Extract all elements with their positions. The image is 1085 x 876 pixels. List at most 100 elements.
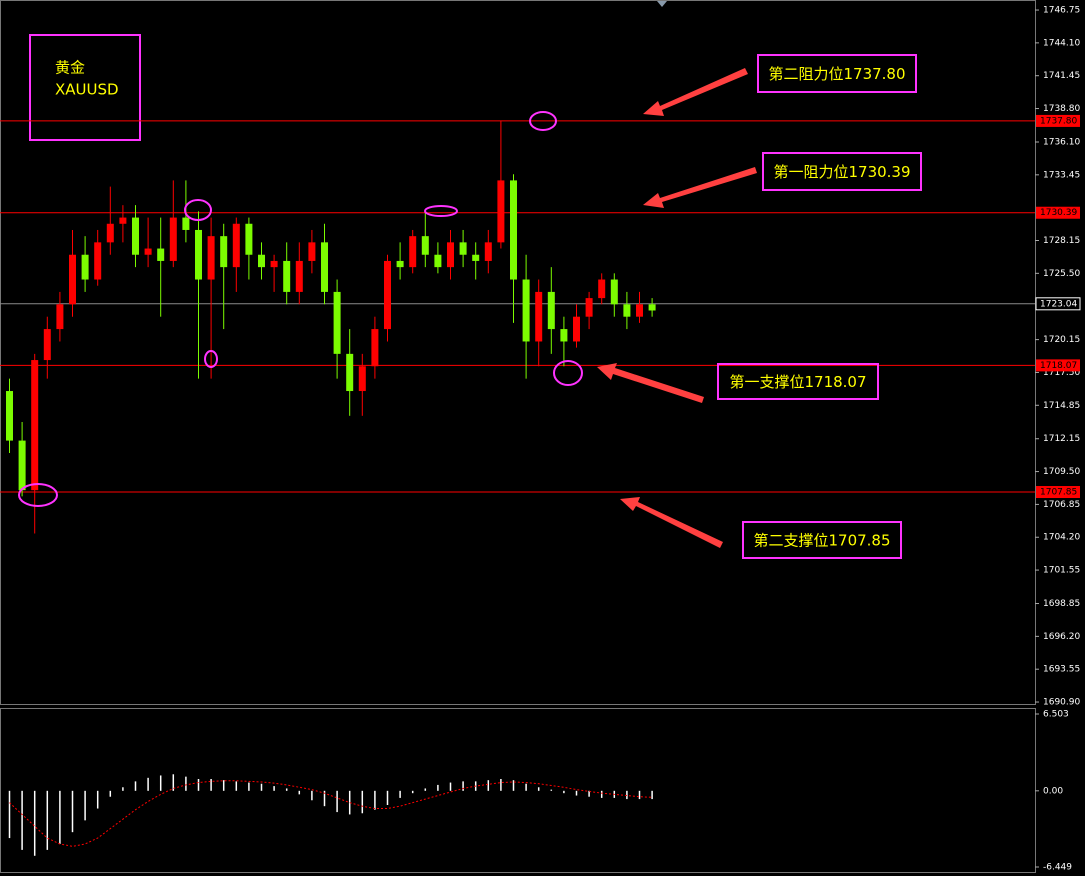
y-tick-label: 1746.75: [1043, 6, 1080, 16]
arrow: [620, 497, 723, 548]
y-tick-label: 1712.15: [1043, 434, 1080, 444]
candle-body: [18, 440, 26, 491]
level-label: 1737.80: [1040, 116, 1077, 126]
candle-body: [6, 391, 13, 441]
symbol-box: [29, 34, 141, 141]
candle-body: [547, 291, 555, 330]
y-tick-label: -6.449: [1043, 863, 1072, 873]
highlight: [18, 483, 58, 507]
candle-body: [497, 180, 505, 243]
current-price-label: 1723.04: [1040, 299, 1077, 309]
candle-body: [421, 236, 429, 255]
candle-body: [258, 254, 265, 268]
annotation: 第二阻力位1737.80: [768, 65, 905, 83]
candle-body: [409, 236, 417, 268]
candle-body: [535, 291, 543, 342]
candle-body: [396, 260, 404, 268]
candle-body: [31, 360, 39, 491]
candle-body: [119, 217, 127, 224]
annotation: 第二支撑位1707.85: [753, 532, 890, 550]
candle-body: [484, 242, 492, 261]
candle-body: [283, 260, 291, 292]
y-tick-label: 1717.50: [1043, 368, 1080, 378]
candle-body: [132, 217, 139, 255]
level-box: [1036, 114, 1080, 127]
level-box: [1036, 359, 1080, 372]
candle-body: [447, 242, 454, 268]
y-tick-label: 1728.15: [1043, 236, 1080, 246]
candle-body: [106, 223, 114, 243]
candle-body: [459, 242, 467, 255]
symbol-code: XAUUSD: [55, 81, 119, 99]
y-tick-label: 1706.85: [1043, 500, 1080, 510]
candle-body: [371, 329, 379, 367]
annotation-box: [762, 152, 922, 191]
candle-body: [195, 229, 202, 280]
candle-body: [94, 242, 102, 280]
candle-body: [573, 316, 580, 342]
arrow: [597, 363, 704, 403]
candle-body: [144, 248, 152, 255]
candle-body: [358, 366, 366, 392]
y-tick-label: 1725.50: [1043, 269, 1080, 279]
candle-body: [232, 223, 240, 268]
y-tick-label: 1701.55: [1043, 566, 1080, 576]
highlight: [184, 199, 212, 221]
highlight: [529, 111, 557, 131]
level-label: 1730.39: [1040, 208, 1077, 218]
candle-body: [81, 254, 89, 280]
candle-body: [346, 353, 354, 392]
y-tick-label: 0.00: [1043, 786, 1063, 796]
candle-body: [295, 260, 303, 292]
y-tick-label: 1690.90: [1043, 698, 1080, 708]
arrow: [643, 68, 748, 116]
level-label: 1707.85: [1040, 488, 1077, 498]
y-tick-label: 1720.15: [1043, 335, 1080, 345]
candle-body: [169, 217, 177, 261]
annotation: 第一支撑位1718.07: [729, 373, 866, 391]
candle-body: [308, 242, 316, 261]
candle-body: [384, 260, 391, 330]
y-tick-label: 1738.80: [1043, 104, 1080, 114]
y-tick-label: 1744.10: [1043, 38, 1080, 48]
candle-body: [220, 236, 228, 268]
candle-body: [522, 279, 530, 342]
highlight: [424, 205, 458, 217]
candle-body: [598, 279, 606, 299]
annotation-box: [742, 521, 902, 559]
annotation: 第一阻力位1730.39: [773, 163, 910, 181]
candle-body: [434, 254, 442, 268]
arrows: [597, 68, 757, 548]
candle-body: [636, 304, 643, 317]
candle-body: [510, 180, 517, 280]
highlight: [553, 360, 583, 386]
scroll-marker: [657, 1, 667, 7]
candle-body: [157, 248, 165, 261]
annotation-box: [757, 54, 917, 93]
candle-body: [182, 217, 190, 230]
candle-body: [270, 260, 278, 268]
current-price-box: [1035, 297, 1081, 311]
candle-body: [321, 242, 328, 292]
symbol-name: 黄金: [55, 59, 85, 77]
y-tick-label: 1733.45: [1043, 170, 1080, 180]
candle-body: [623, 304, 631, 317]
candle-body: [207, 236, 215, 280]
level-box: [1036, 486, 1080, 499]
y-tick-label: 1736.10: [1043, 137, 1080, 147]
candle-body: [43, 329, 51, 361]
highlights: [18, 111, 583, 507]
arrow: [643, 167, 757, 208]
candle-body: [245, 223, 253, 255]
annotation-box: [717, 363, 879, 400]
y-tick-label: 6.503: [1043, 710, 1069, 720]
main-panel-border: [0, 0, 1036, 705]
y-tick-label: 1696.20: [1043, 632, 1080, 642]
candle-body: [648, 304, 656, 311]
y-tick-label: 1704.20: [1043, 533, 1080, 543]
level-label: 1718.07: [1040, 361, 1077, 371]
y-tick-label: 1709.50: [1043, 467, 1080, 477]
candle-body: [472, 254, 480, 261]
